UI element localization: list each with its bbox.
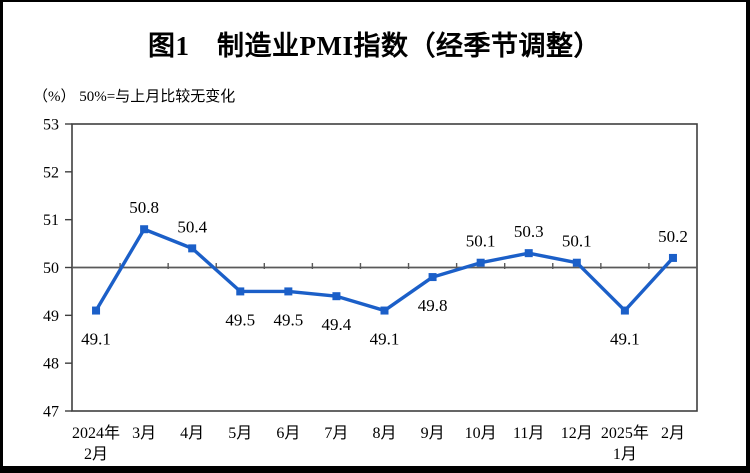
x-axis-category-label: 2024年 2月	[72, 424, 120, 463]
y-axis-tick-label: 50	[43, 260, 59, 277]
data-point-marker	[380, 306, 389, 315]
data-point-marker	[92, 306, 101, 315]
y-axis-tick-label: 52	[43, 164, 59, 181]
data-point-label: 50.8	[129, 198, 159, 217]
data-point-marker	[524, 249, 533, 258]
pmi-line-chart: 47 48 49 50 51 52 53 49.1 50.8 50.4 49.5 49.5 49.4 49…	[43, 117, 698, 463]
data-point-marker	[572, 258, 581, 267]
x-axis-category-label: 3月	[132, 425, 156, 442]
data-point-label: 50.1	[466, 232, 496, 251]
data-point-label: 49.1	[81, 330, 111, 349]
data-point-marker	[332, 292, 341, 301]
x-axis-category-label: 2025年 1月	[601, 424, 649, 463]
data-point-label: 50.4	[177, 217, 207, 236]
y-axis-tick-label: 51	[43, 212, 59, 229]
data-point-marker	[236, 287, 245, 296]
x-axis-category-label: 11月	[513, 425, 544, 442]
data-point-marker	[188, 244, 197, 253]
x-axis-category-label: 10月	[465, 425, 497, 442]
y-axis-tick-label: 48	[43, 356, 59, 373]
axis-unit-note: （%） 50%=与上月比较无变化	[33, 89, 236, 105]
data-point-marker	[284, 287, 293, 296]
data-point-label: 49.1	[370, 330, 400, 349]
x-axis-category-label: 9月	[421, 425, 445, 442]
y-axis-tick-label: 53	[43, 117, 59, 134]
chart-title: 图1 制造业PMI指数（经季节调整）	[148, 31, 601, 61]
data-point-marker	[668, 253, 677, 262]
y-axis-tick-label: 47	[43, 404, 59, 421]
data-point-label: 50.1	[562, 232, 592, 251]
x-axis-category-label: 8月	[372, 425, 396, 442]
data-point-label: 49.8	[418, 296, 448, 315]
x-axis-category-label: 2月	[661, 425, 685, 442]
x-axis-category-label: 4月	[180, 425, 204, 442]
x-axis-category-label: 7月	[324, 425, 348, 442]
data-point-label: 49.5	[273, 310, 303, 329]
data-point-marker	[428, 273, 437, 282]
data-point-marker	[476, 258, 485, 267]
x-axis-category-label: 12月	[561, 425, 593, 442]
data-point-marker	[140, 225, 149, 234]
data-point-label: 50.3	[514, 222, 544, 241]
data-point-label: 50.2	[658, 227, 688, 246]
data-point-label: 49.5	[225, 310, 255, 329]
x-axis-category-label: 6月	[276, 425, 300, 442]
data-point-label: 49.4	[322, 315, 352, 334]
data-point-marker	[620, 306, 629, 315]
data-point-label: 49.1	[610, 330, 640, 349]
x-axis-category-label: 5月	[228, 425, 252, 442]
y-axis-tick-label: 49	[43, 308, 59, 325]
